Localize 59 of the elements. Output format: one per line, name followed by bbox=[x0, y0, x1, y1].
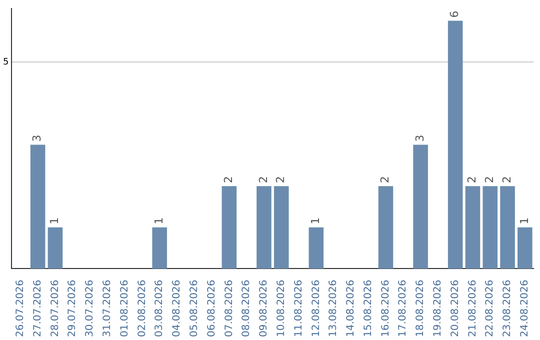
x-tick-label: 07.08.2026 bbox=[224, 280, 235, 338]
data-label: 2 bbox=[256, 176, 270, 184]
x-tick-label: 04.08.2026 bbox=[172, 280, 183, 338]
x-tick-label: 27.07.2026 bbox=[32, 280, 44, 338]
x-tick-label: 24.08.2026 bbox=[520, 280, 531, 338]
x-tick-label: 28.07.2026 bbox=[50, 280, 61, 338]
bar bbox=[30, 144, 46, 269]
data-label: 2 bbox=[274, 176, 288, 184]
x-tick-label: 30.07.2026 bbox=[84, 280, 96, 338]
x-tick-label: 09.08.2026 bbox=[258, 280, 270, 338]
x-tick-label: 12.08.2026 bbox=[310, 280, 322, 338]
bar bbox=[222, 186, 237, 269]
x-tick-label: 15.08.2026 bbox=[362, 280, 374, 338]
data-label: 1 bbox=[309, 217, 322, 224]
bar bbox=[274, 186, 289, 269]
x-tick-label: 10.08.2026 bbox=[276, 280, 287, 338]
bar bbox=[48, 227, 63, 269]
data-label: 2 bbox=[466, 176, 479, 184]
x-tick-label: 14.08.2026 bbox=[346, 280, 357, 338]
bar bbox=[465, 186, 480, 269]
data-label: 3 bbox=[413, 134, 426, 142]
bar bbox=[378, 186, 394, 269]
x-tick-label: 02.08.2026 bbox=[136, 280, 148, 338]
x-tick-label: 08.08.2026 bbox=[241, 280, 252, 338]
x-tick-label: 01.08.2026 bbox=[119, 280, 130, 338]
data-label: 6 bbox=[448, 10, 462, 18]
x-tick-label: 19.08.2026 bbox=[432, 280, 444, 338]
bar bbox=[500, 186, 515, 269]
x-tick-label: 23.08.2026 bbox=[502, 280, 514, 338]
data-label: 2 bbox=[483, 176, 496, 184]
bar bbox=[256, 186, 272, 269]
x-tick-label: 05.08.2026 bbox=[188, 280, 200, 338]
x-tick-label: 03.08.2026 bbox=[154, 280, 166, 338]
bar bbox=[482, 186, 498, 269]
x-tick-label: 13.08.2026 bbox=[328, 280, 340, 338]
y-tick-label: 5 bbox=[2, 57, 9, 68]
x-tick-label: 17.08.2026 bbox=[398, 280, 409, 338]
x-tick-label: 22.08.2026 bbox=[484, 280, 496, 338]
bar bbox=[413, 144, 428, 269]
bar bbox=[518, 227, 532, 269]
x-tick-label: 20.08.2026 bbox=[450, 280, 461, 338]
data-label: 1 bbox=[152, 217, 166, 224]
x-tick-label: 11.08.2026 bbox=[293, 280, 304, 338]
data-label: 1 bbox=[48, 217, 62, 224]
x-tick-label: 16.08.2026 bbox=[380, 280, 392, 338]
x-tick-label: 31.07.2026 bbox=[102, 280, 114, 338]
data-label: 2 bbox=[378, 176, 392, 184]
x-tick-label: 18.08.2026 bbox=[415, 280, 426, 338]
data-label: 3 bbox=[30, 134, 44, 142]
data-label: 1 bbox=[518, 217, 531, 224]
x-tick-label: 21.08.2026 bbox=[467, 280, 478, 338]
x-tick-label: 06.08.2026 bbox=[206, 280, 218, 338]
x-tick-label: 29.07.2026 bbox=[67, 280, 78, 338]
bar bbox=[308, 227, 324, 269]
x-tick-label: 26.07.2026 bbox=[15, 280, 26, 338]
bar bbox=[448, 20, 463, 269]
data-label: 2 bbox=[500, 176, 514, 184]
bar bbox=[152, 227, 167, 269]
data-label: 2 bbox=[222, 176, 236, 184]
